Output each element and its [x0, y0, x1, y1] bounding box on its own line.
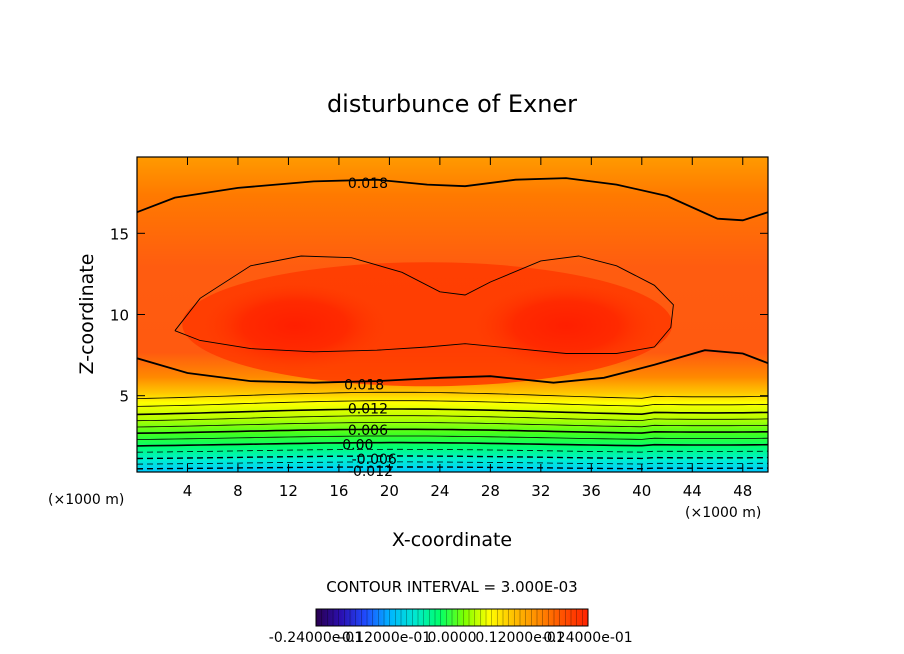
y-tick-label: 5: [119, 388, 129, 406]
colorbar-tick-label: -0.24000e-01: [269, 630, 363, 646]
contour-label: -0.012: [348, 464, 393, 480]
y-axis-label: Z-coordinate: [76, 254, 98, 375]
x-tick-label: 8: [233, 482, 243, 500]
contour-label: 0.00: [342, 437, 373, 453]
contour-label: -0.006: [352, 452, 397, 468]
x-units-right: (×1000 m): [685, 505, 761, 521]
x-axis: 4 8 12 16 20 24 28 32 36 40 44 48: [183, 157, 752, 500]
x-tick-label: 40: [632, 482, 651, 500]
contour-line: [174, 255, 674, 354]
contour-label: 0.018: [344, 377, 384, 393]
maximum-blob: [471, 280, 662, 371]
x-tick-label: 44: [683, 482, 702, 500]
contour-interval-text: CONTOUR INTERVAL = 3.000E-03: [326, 578, 577, 596]
y-tick-label: 15: [110, 225, 129, 243]
contour-line: [137, 349, 768, 384]
maxima-layer: [182, 262, 673, 387]
contour-label: 0.018: [348, 176, 388, 192]
contour-line: [137, 461, 768, 465]
x-tick-label: 32: [531, 482, 550, 500]
contour-line: [137, 408, 768, 416]
x-units-left: (×1000 m): [48, 492, 124, 508]
contour-line: [137, 448, 768, 453]
contour-line: [137, 435, 768, 440]
contour-line: [137, 422, 768, 428]
contour-line: [137, 415, 768, 422]
contour-line: [137, 177, 768, 222]
contour-line: [137, 400, 768, 407]
contour-label: 0.006: [348, 423, 388, 439]
contour-line: [137, 455, 768, 460]
contour-label: 0.012: [348, 402, 388, 418]
y-axis: 5 10 15: [110, 225, 768, 406]
contour-line: [137, 391, 768, 399]
colorbar-labels: -0.24000e-01-0.12000e-010.00000.12000e-0…: [269, 630, 633, 646]
x-axis-label: X-coordinate: [392, 529, 512, 551]
contour-line: [137, 466, 768, 470]
colorbar: -0.24000e-01-0.12000e-010.00000.12000e-0…: [269, 608, 633, 646]
colorbar-tick-label: 0.24000e-01: [543, 630, 632, 646]
x-tick-label: 48: [733, 482, 752, 500]
x-tick-label: 12: [279, 482, 298, 500]
chart-title: disturbunce of Exner: [327, 90, 577, 118]
colorbar-tick-label: 0.12000e-01: [475, 630, 564, 646]
x-tick-label: 36: [582, 482, 601, 500]
x-tick-label: 4: [183, 482, 193, 500]
colorbar-ticks: [315, 609, 589, 626]
contour-line: [137, 441, 768, 447]
x-tick-label: 20: [380, 482, 399, 500]
colorbar-tick-label: 0.0000: [428, 630, 477, 646]
plot-area: [137, 157, 768, 472]
x-tick-label: 16: [329, 482, 348, 500]
contour-layer: [137, 177, 768, 470]
x-tick-label: 28: [481, 482, 500, 500]
x-tick-label: 24: [430, 482, 449, 500]
y-tick-label: 10: [110, 307, 129, 325]
maximum-blob: [199, 280, 390, 371]
contour-line: [137, 428, 768, 434]
colorbar-tick-label: -0.12000e-01: [337, 630, 431, 646]
